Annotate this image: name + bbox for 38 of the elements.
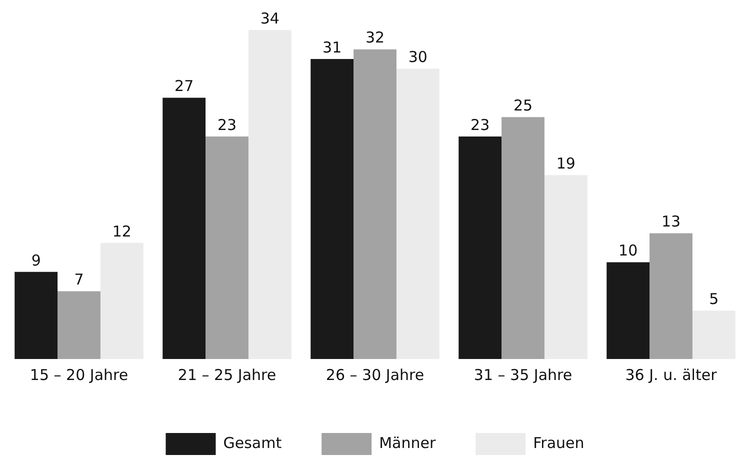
data-label: 5 bbox=[709, 290, 719, 308]
data-label: 7 bbox=[74, 270, 84, 289]
bar bbox=[58, 291, 100, 359]
x-tick-label: 15 – 20 Jahre bbox=[30, 366, 128, 384]
data-label: 19 bbox=[556, 154, 576, 173]
bar bbox=[310, 59, 354, 359]
bar bbox=[650, 233, 692, 359]
bar bbox=[396, 68, 440, 359]
data-label: 25 bbox=[513, 96, 533, 114]
data-label: 10 bbox=[618, 242, 638, 260]
bar bbox=[248, 30, 292, 359]
data-label: 9 bbox=[31, 251, 41, 270]
bar bbox=[14, 272, 58, 359]
bar bbox=[162, 98, 206, 359]
bar bbox=[206, 136, 248, 359]
legend-label: Frauen bbox=[533, 434, 584, 452]
x-tick-label: 26 – 30 Jahre bbox=[326, 366, 424, 384]
data-label: 30 bbox=[408, 48, 428, 66]
bar bbox=[606, 262, 650, 359]
data-label: 31 bbox=[322, 38, 342, 56]
data-label: 27 bbox=[174, 77, 194, 96]
data-label: 23 bbox=[217, 116, 237, 134]
legend-label: Männer bbox=[379, 434, 436, 452]
x-tick-label: 36 J. u. älter bbox=[625, 366, 718, 384]
bar bbox=[502, 117, 544, 359]
x-tick-label: 21 – 25 Jahre bbox=[178, 366, 276, 384]
x-tick-label: 31 – 35 Jahre bbox=[474, 366, 572, 384]
bar bbox=[692, 310, 736, 359]
data-label: 12 bbox=[112, 222, 132, 240]
bar bbox=[100, 242, 144, 359]
data-label: 34 bbox=[260, 9, 280, 28]
bar bbox=[544, 175, 588, 359]
bar bbox=[458, 136, 502, 359]
data-label: 32 bbox=[365, 28, 385, 47]
bar bbox=[354, 49, 396, 359]
data-label: 13 bbox=[661, 212, 681, 231]
legend-label: Gesamt bbox=[223, 434, 282, 452]
data-label: 23 bbox=[470, 116, 490, 134]
